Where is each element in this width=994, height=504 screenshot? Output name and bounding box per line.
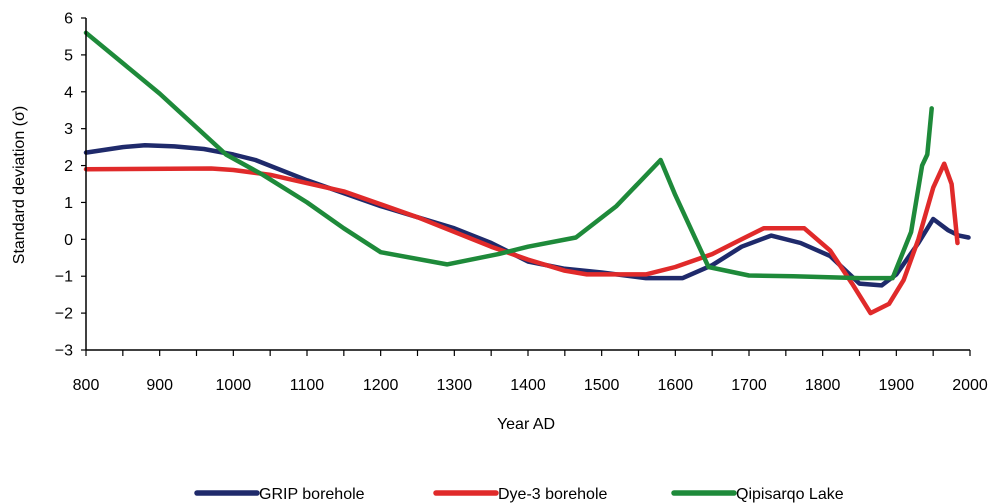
x-tick-label: 800	[73, 377, 100, 394]
legend: GRIP borehole Dye-3 borehole Qipisarqo Lak…	[194, 486, 844, 503]
x-tick-label: 2000	[952, 377, 988, 394]
y-tick-label: 3	[64, 121, 73, 138]
y-tick-label: 5	[64, 47, 73, 64]
y-tick-label: −1	[55, 269, 73, 286]
y-tick-label: 1	[64, 195, 73, 212]
y-tick-label: −2	[55, 306, 73, 323]
x-tick-label: 1700	[731, 377, 767, 394]
legend-label-dye-3-borehole: Dye-3 borehole	[498, 486, 608, 503]
y-tick-label: 0	[64, 232, 73, 249]
x-tick-label: 1400	[510, 377, 546, 394]
legend-label-grip-borehole: GRIP borehole	[259, 486, 365, 503]
y-tick-label: 6	[64, 11, 73, 28]
x-tick-label: 900	[146, 377, 173, 394]
series-line-dye-3-borehole	[83, 161, 960, 316]
y-tick-label: 2	[64, 158, 73, 175]
y-tick-label: 4	[64, 84, 73, 101]
x-tick-label: 1100	[290, 377, 325, 394]
legend-label-qipisarqo-lake: Qipisarqo Lake	[736, 486, 844, 503]
x-tick-label: 1200	[363, 377, 399, 394]
series-line-grip-borehole	[83, 143, 971, 288]
y-tick-label: −3	[55, 343, 73, 360]
x-tick-label: 1300	[437, 377, 473, 394]
y-axis-title: Standard deviation (σ)	[11, 106, 28, 264]
series-line-qipisarqo-lake	[83, 30, 934, 281]
x-tick-label: 1000	[216, 377, 252, 394]
plot-lines	[83, 30, 971, 316]
x-axis-title: Year AD	[497, 416, 555, 433]
x-tick-label: 1800	[805, 377, 841, 394]
x-tick-label: 1900	[879, 377, 915, 394]
x-tick-label: 1500	[584, 377, 620, 394]
x-tick-label: 1600	[658, 377, 694, 394]
